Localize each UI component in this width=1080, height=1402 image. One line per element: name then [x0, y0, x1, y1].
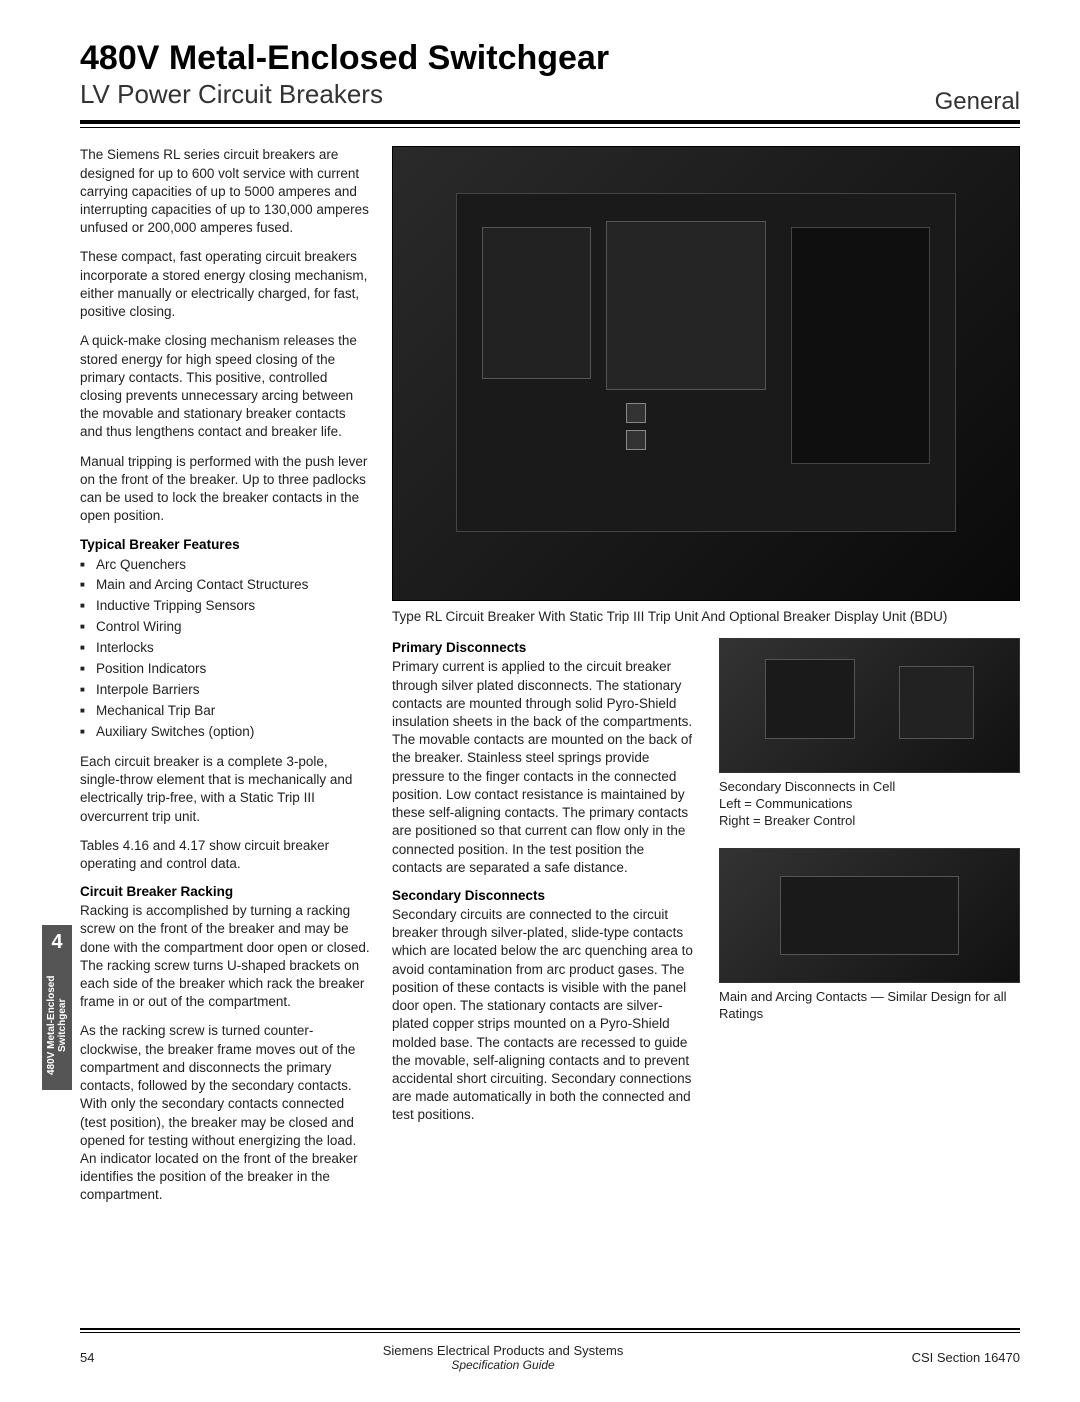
racking-paragraph-1: Racking is accomplished by turning a rac…: [80, 902, 370, 1011]
racking-heading: Circuit Breaker Racking: [80, 884, 370, 899]
footer-section-code: CSI Section 16470: [912, 1350, 1020, 1365]
feature-item: Interlocks: [80, 638, 370, 659]
footer-rule-thin: [80, 1332, 1020, 1333]
footer-subtitle: Specification Guide: [383, 1358, 624, 1372]
column-right-wrap: Type RL Circuit Breaker With Static Trip…: [392, 146, 1020, 1215]
footer-title: Siemens Electrical Products and Systems: [383, 1343, 624, 1358]
secondary-disconnects-heading: Secondary Disconnects: [392, 888, 697, 903]
breaker-center-panel-icon: [606, 221, 766, 390]
features-list: Arc Quenchers Main and Arcing Contact St…: [80, 555, 370, 743]
secondary-disconnects-figure: [719, 638, 1020, 773]
header-rule-thick: [80, 120, 1020, 124]
feature-item: Inductive Tripping Sensors: [80, 596, 370, 617]
page-footer: 54 Siemens Electrical Products and Syste…: [80, 1328, 1020, 1372]
breaker-left-panel-icon: [482, 227, 592, 379]
breaker-up-button-icon: [626, 403, 646, 423]
header-rule-thin: [80, 127, 1020, 128]
feature-item: Mechanical Trip Bar: [80, 701, 370, 722]
page-subtitle: LV Power Circuit Breakers: [80, 79, 1020, 110]
intro-paragraph-5: Each circuit breaker is a complete 3-pol…: [80, 753, 370, 826]
communications-module-icon: [765, 659, 855, 739]
content-area: The Siemens RL series circuit breakers a…: [80, 146, 1020, 1215]
intro-paragraph-1: The Siemens RL series circuit breakers a…: [80, 146, 370, 237]
footer-rule-thick: [80, 1328, 1020, 1330]
footer-center: Siemens Electrical Products and Systems …: [383, 1343, 624, 1372]
secondary-disconnects-caption: Secondary Disconnects in Cell Left = Com…: [719, 779, 1020, 830]
feature-item: Main and Arcing Contact Structures: [80, 575, 370, 596]
breaker-display-unit-icon: [791, 227, 931, 463]
page-header: 480V Metal-Enclosed Switchgear LV Power …: [80, 40, 1020, 128]
intro-paragraph-3: A quick-make closing mechanism releases …: [80, 332, 370, 441]
hero-figure: [392, 146, 1020, 601]
side-tab-label: 480V Metal-Enclosed Switchgear: [46, 960, 68, 1090]
intro-paragraph-4: Manual tripping is performed with the pu…: [80, 453, 370, 526]
column-middle: Primary Disconnects Primary current is a…: [392, 638, 697, 1135]
feature-item: Position Indicators: [80, 659, 370, 680]
feature-item: Arc Quenchers: [80, 555, 370, 576]
primary-disconnects-heading: Primary Disconnects: [392, 640, 697, 655]
feature-item: Interpole Barriers: [80, 680, 370, 701]
breaker-down-button-icon: [626, 430, 646, 450]
feature-item: Control Wiring: [80, 617, 370, 638]
intro-paragraph-6: Tables 4.16 and 4.17 show circuit breake…: [80, 837, 370, 873]
primary-disconnects-text: Primary current is applied to the circui…: [392, 658, 697, 877]
side-tab: 4 480V Metal-Enclosed Switchgear: [42, 925, 72, 1090]
side-tab-number: 4: [51, 931, 62, 954]
arcing-contacts-caption: Main and Arcing Contacts — Similar Desig…: [719, 989, 1020, 1023]
arcing-contacts-figure: [719, 848, 1020, 983]
footer-row: 54 Siemens Electrical Products and Syste…: [80, 1343, 1020, 1372]
breaker-control-module-icon: [899, 666, 974, 739]
page-title: 480V Metal-Enclosed Switchgear: [80, 40, 1020, 77]
racking-paragraph-2: As the racking screw is turned counter-c…: [80, 1022, 370, 1204]
intro-paragraph-2: These compact, fast operating circuit br…: [80, 248, 370, 321]
breaker-illustration: [456, 193, 957, 533]
page-section-label: General: [935, 88, 1020, 116]
feature-item: Auxiliary Switches (option): [80, 722, 370, 743]
column-right: Secondary Disconnects in Cell Left = Com…: [719, 638, 1020, 1135]
features-heading: Typical Breaker Features: [80, 537, 370, 552]
contacts-illustration-icon: [780, 876, 959, 956]
column-left: The Siemens RL series circuit breakers a…: [80, 146, 370, 1215]
secondary-disconnects-text: Secondary circuits are connected to the …: [392, 906, 697, 1125]
hero-figure-caption: Type RL Circuit Breaker With Static Trip…: [392, 609, 1020, 624]
page-number: 54: [80, 1350, 94, 1365]
lower-columns: Primary Disconnects Primary current is a…: [392, 638, 1020, 1135]
